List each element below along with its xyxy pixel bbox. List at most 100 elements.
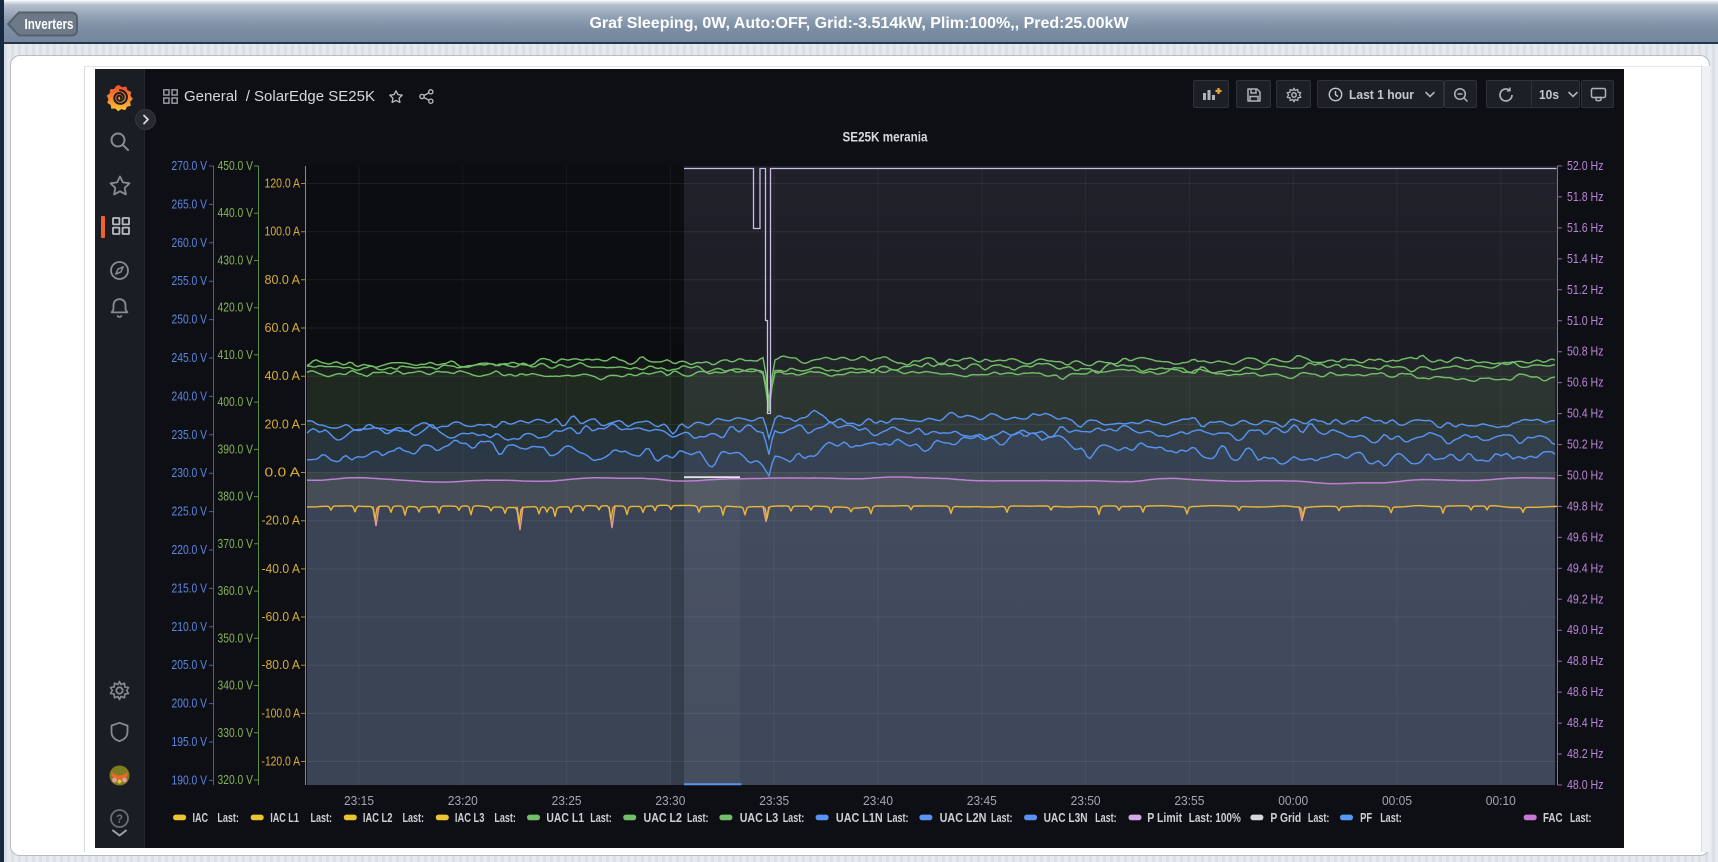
svg-text:UAC L2N: UAC L2N bbox=[940, 811, 987, 825]
svg-text:420.0 V: 420.0 V bbox=[218, 301, 254, 315]
svg-text:Last:: Last: bbox=[1308, 811, 1330, 825]
svg-text:Last:: Last: bbox=[494, 811, 516, 825]
svg-text:-40.0 A: -40.0 A bbox=[262, 562, 301, 576]
svg-text:Last:: Last: bbox=[991, 811, 1013, 825]
svg-text:40.0 A: 40.0 A bbox=[265, 369, 301, 383]
svg-text:23:55: 23:55 bbox=[1174, 794, 1204, 808]
svg-text:360.0 V: 360.0 V bbox=[218, 584, 254, 598]
svg-text:Last:: Last: bbox=[217, 811, 239, 825]
svg-text:P Limit: P Limit bbox=[1147, 811, 1182, 825]
svg-text:49.0 Hz: 49.0 Hz bbox=[1567, 623, 1604, 637]
svg-text:51.6 Hz: 51.6 Hz bbox=[1567, 221, 1604, 235]
svg-text:49.6 Hz: 49.6 Hz bbox=[1567, 530, 1604, 544]
svg-text:330.0 V: 330.0 V bbox=[218, 726, 254, 740]
svg-text:50.4 Hz: 50.4 Hz bbox=[1567, 407, 1604, 421]
svg-text:-100.0 A: -100.0 A bbox=[262, 706, 301, 720]
svg-text:10s: 10s bbox=[1539, 87, 1559, 102]
svg-text:UAC L3: UAC L3 bbox=[740, 811, 779, 825]
svg-text:200.0 V: 200.0 V bbox=[172, 697, 208, 711]
svg-text:50.0 Hz: 50.0 Hz bbox=[1567, 469, 1604, 483]
svg-text:Last:: Last: bbox=[1095, 811, 1117, 825]
svg-text:245.0 V: 245.0 V bbox=[172, 351, 208, 365]
svg-text:23:15: 23:15 bbox=[344, 794, 374, 808]
svg-text:50.2 Hz: 50.2 Hz bbox=[1567, 438, 1604, 452]
svg-text:PF: PF bbox=[1360, 811, 1372, 825]
svg-text:270.0 V: 270.0 V bbox=[172, 159, 208, 173]
svg-text:230.0 V: 230.0 V bbox=[172, 466, 208, 480]
svg-text:20.0 A: 20.0 A bbox=[265, 417, 301, 431]
svg-text:51.0 Hz: 51.0 Hz bbox=[1567, 314, 1604, 328]
svg-text:0.0 A: 0.0 A bbox=[265, 466, 301, 480]
svg-text:Inverters: Inverters bbox=[25, 17, 74, 33]
svg-text:Last:: Last: bbox=[1570, 811, 1592, 825]
svg-text:23:35: 23:35 bbox=[759, 794, 789, 808]
svg-text:-60.0 A: -60.0 A bbox=[262, 610, 301, 624]
svg-text:52.0 Hz: 52.0 Hz bbox=[1567, 159, 1604, 173]
svg-text:340.0 V: 340.0 V bbox=[218, 679, 254, 693]
svg-text:Last:: Last: bbox=[887, 811, 909, 825]
svg-text:100.0 A: 100.0 A bbox=[265, 225, 301, 239]
svg-text:Last:: Last: bbox=[783, 811, 805, 825]
svg-text:23:50: 23:50 bbox=[1071, 794, 1101, 808]
svg-text:51.2 Hz: 51.2 Hz bbox=[1567, 283, 1604, 297]
svg-text:450.0 V: 450.0 V bbox=[218, 159, 254, 173]
svg-text:225.0 V: 225.0 V bbox=[172, 505, 208, 519]
svg-text:UAC L1: UAC L1 bbox=[546, 811, 584, 825]
svg-text:FAC: FAC bbox=[1543, 811, 1563, 825]
svg-text:240.0 V: 240.0 V bbox=[172, 389, 208, 403]
svg-text:Last:: Last: bbox=[590, 811, 612, 825]
svg-text:IAC L3: IAC L3 bbox=[455, 811, 485, 825]
svg-text:80.0 A: 80.0 A bbox=[265, 273, 301, 287]
svg-text:250.0 V: 250.0 V bbox=[172, 313, 208, 327]
svg-text:Last 1 hour: Last 1 hour bbox=[1349, 87, 1414, 102]
svg-text:49.8 Hz: 49.8 Hz bbox=[1567, 499, 1604, 513]
svg-text:Last:: Last: bbox=[311, 811, 333, 825]
svg-text:50.6 Hz: 50.6 Hz bbox=[1567, 376, 1604, 390]
svg-text:260.0 V: 260.0 V bbox=[172, 236, 208, 250]
svg-text:-120.0 A: -120.0 A bbox=[262, 755, 301, 769]
svg-text:Last:: Last: bbox=[403, 811, 425, 825]
svg-text:370.0 V: 370.0 V bbox=[218, 537, 254, 551]
svg-text:120.0 A: 120.0 A bbox=[265, 177, 301, 191]
svg-text:UAC L2: UAC L2 bbox=[644, 811, 683, 825]
svg-text:-20.0 A: -20.0 A bbox=[262, 514, 301, 528]
svg-text:49.2 Hz: 49.2 Hz bbox=[1567, 592, 1604, 606]
svg-text:00:05: 00:05 bbox=[1382, 794, 1412, 808]
svg-text:Last:: Last: bbox=[1380, 811, 1402, 825]
svg-text:48.2 Hz: 48.2 Hz bbox=[1567, 747, 1604, 761]
svg-text:UAC L3N: UAC L3N bbox=[1044, 811, 1088, 825]
svg-text:265.0 V: 265.0 V bbox=[172, 197, 208, 211]
svg-text:440.0 V: 440.0 V bbox=[218, 206, 254, 220]
svg-text:23:40: 23:40 bbox=[863, 794, 893, 808]
svg-text:00:10: 00:10 bbox=[1486, 794, 1516, 808]
svg-text:205.0 V: 205.0 V bbox=[172, 658, 208, 672]
svg-text:235.0 V: 235.0 V bbox=[172, 428, 208, 442]
svg-text:320.0 V: 320.0 V bbox=[218, 773, 254, 787]
svg-text:IAC L1: IAC L1 bbox=[270, 811, 299, 825]
svg-text:SE25K merania: SE25K merania bbox=[843, 130, 928, 145]
svg-text:Last: 100%: Last: 100% bbox=[1189, 811, 1241, 825]
svg-text:430.0 V: 430.0 V bbox=[218, 254, 254, 268]
svg-text:220.0 V: 220.0 V bbox=[172, 543, 208, 557]
svg-text:49.4 Hz: 49.4 Hz bbox=[1567, 561, 1604, 575]
svg-text:UAC L1N: UAC L1N bbox=[836, 811, 883, 825]
svg-text:390.0 V: 390.0 V bbox=[218, 442, 254, 456]
svg-text:51.8 Hz: 51.8 Hz bbox=[1567, 190, 1604, 204]
svg-text:23:45: 23:45 bbox=[967, 794, 997, 808]
svg-text:IAC L2: IAC L2 bbox=[363, 811, 393, 825]
svg-text:?: ? bbox=[116, 814, 123, 826]
svg-text:350.0 V: 350.0 V bbox=[218, 631, 254, 645]
svg-text:48.0 Hz: 48.0 Hz bbox=[1567, 778, 1604, 792]
svg-text:215.0 V: 215.0 V bbox=[172, 581, 208, 595]
svg-text:410.0 V: 410.0 V bbox=[218, 348, 254, 362]
svg-text:23:30: 23:30 bbox=[655, 794, 685, 808]
svg-text:48.8 Hz: 48.8 Hz bbox=[1567, 654, 1604, 668]
svg-text:23:20: 23:20 bbox=[448, 794, 478, 808]
svg-text:210.0 V: 210.0 V bbox=[172, 620, 208, 634]
svg-text:IAC: IAC bbox=[193, 811, 209, 825]
svg-text:255.0 V: 255.0 V bbox=[172, 274, 208, 288]
svg-text:190.0 V: 190.0 V bbox=[172, 773, 208, 787]
svg-text:P Grid: P Grid bbox=[1270, 811, 1301, 825]
svg-text:Last:: Last: bbox=[687, 811, 709, 825]
svg-text:400.0 V: 400.0 V bbox=[218, 395, 254, 409]
